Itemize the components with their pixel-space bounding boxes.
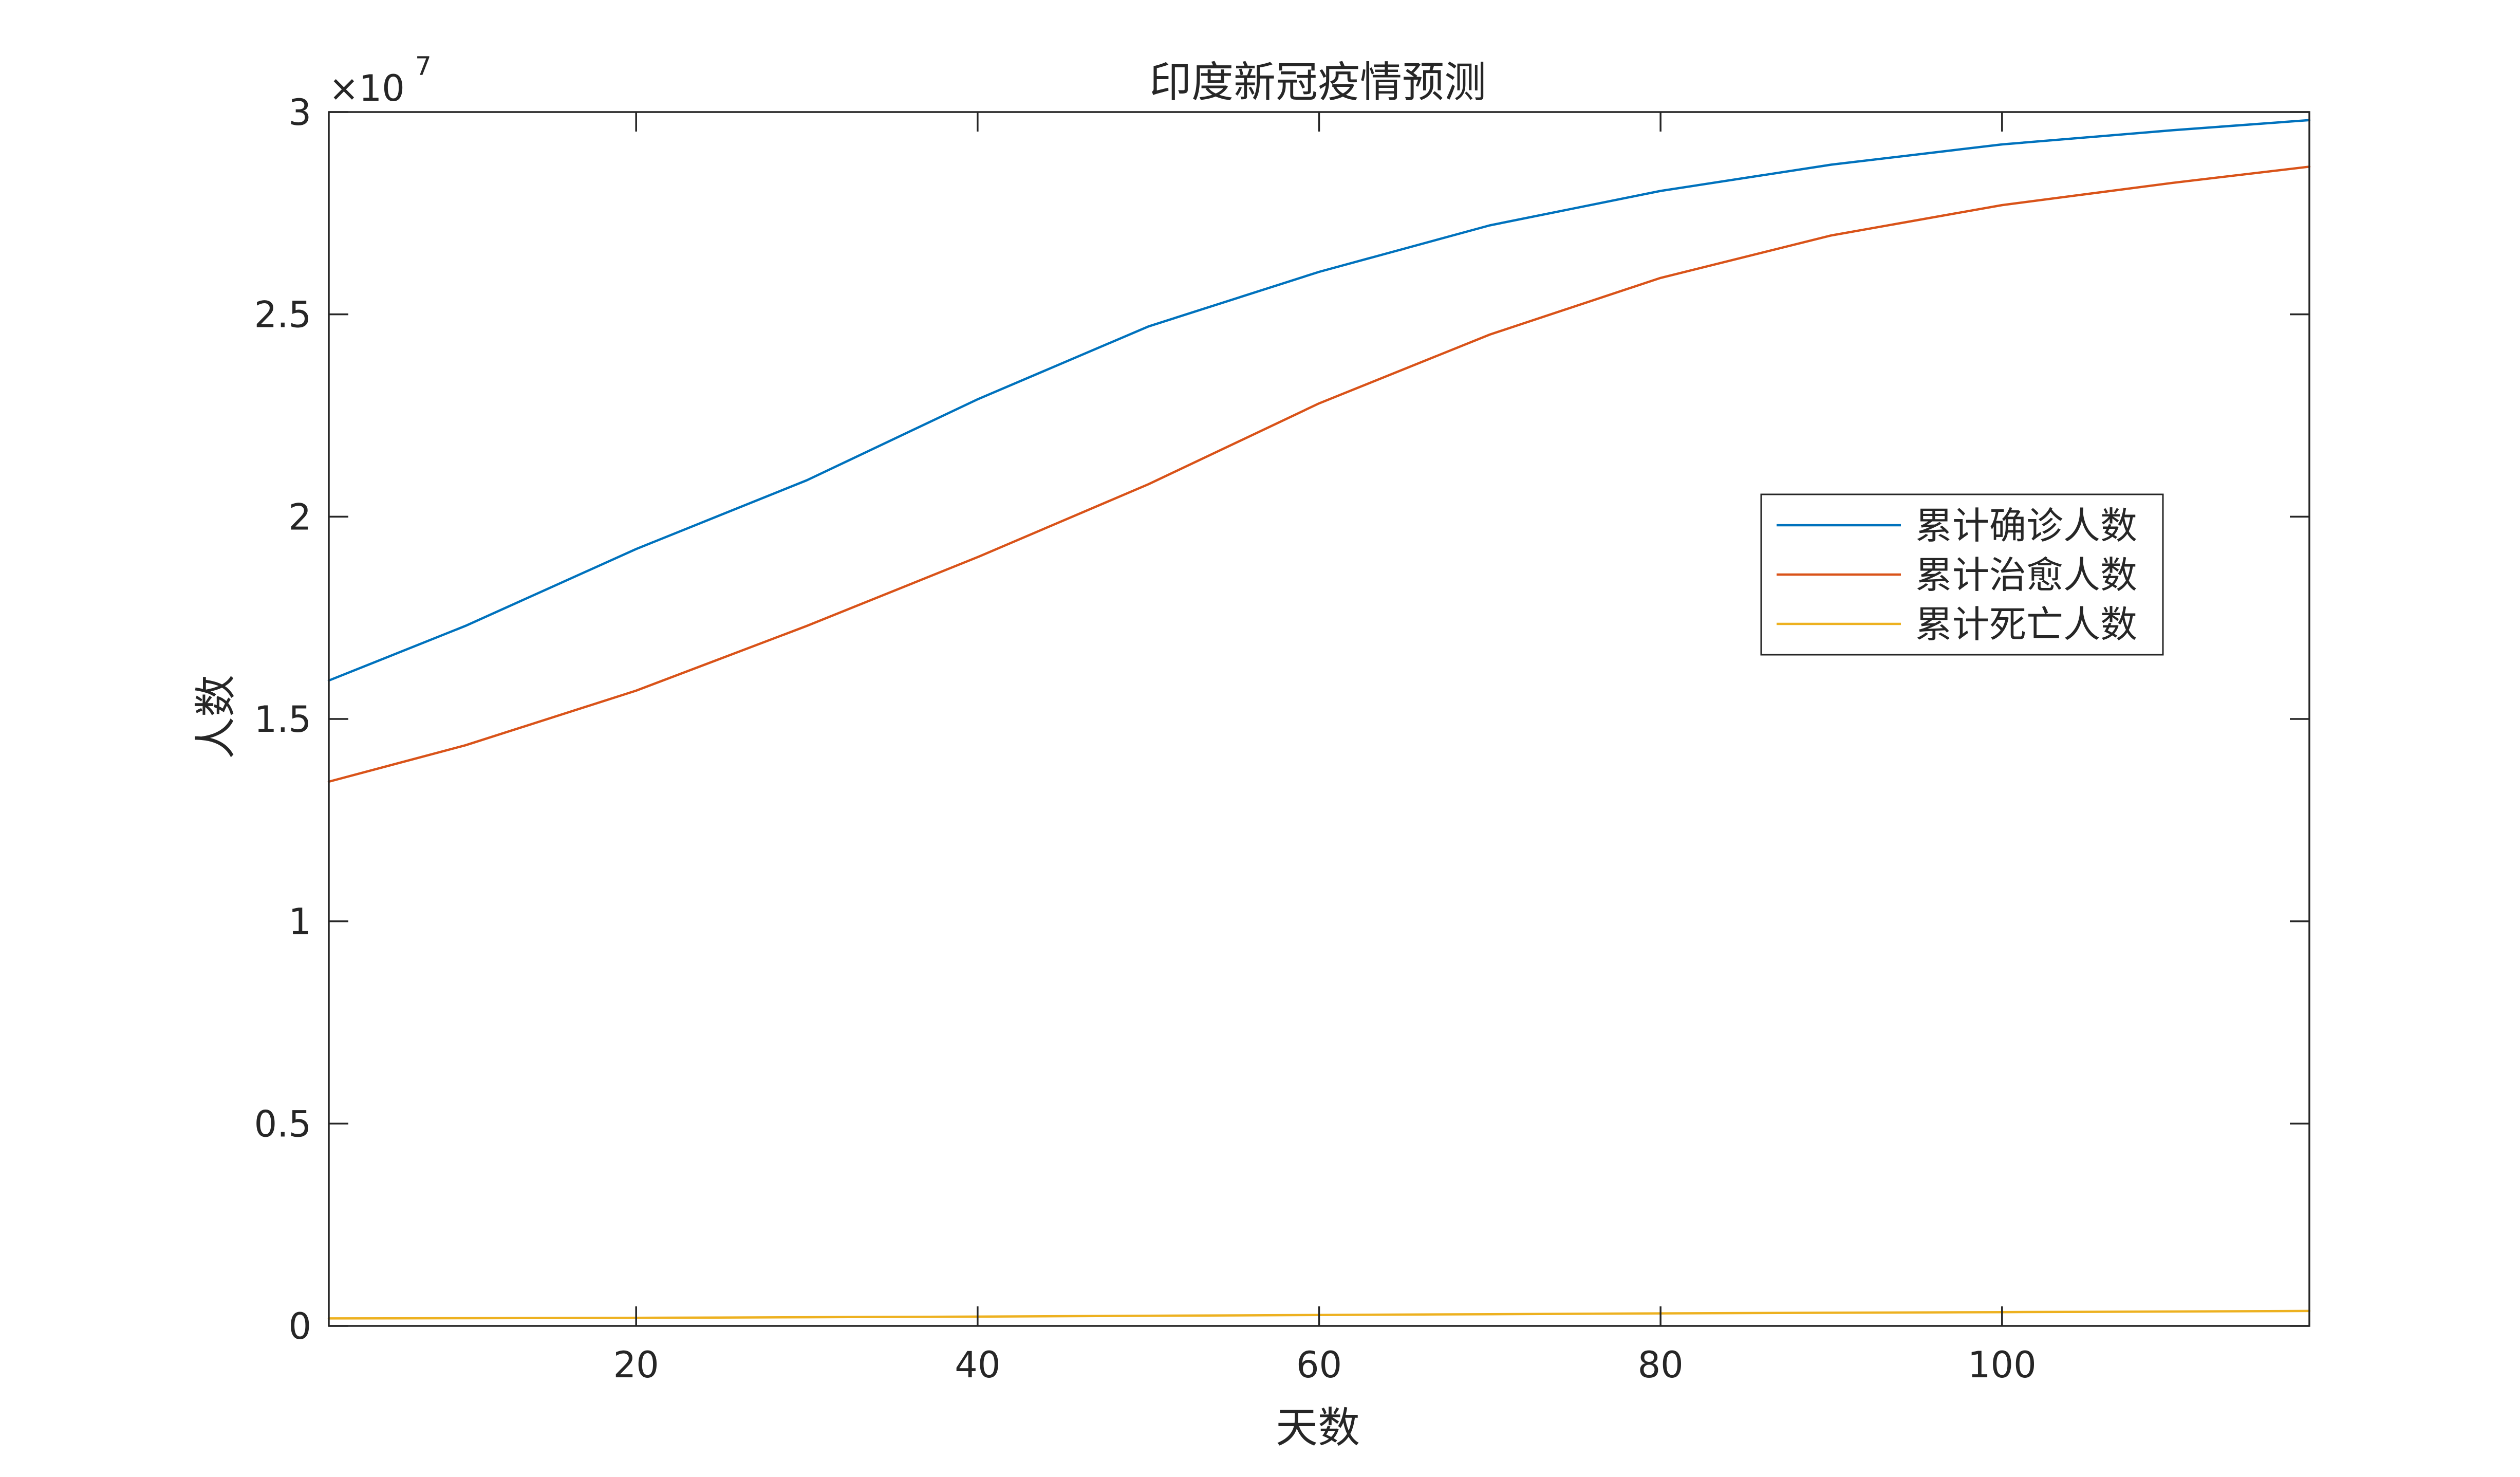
chart-title: 印度新冠疫情预测 [1149,58,1486,107]
y-tick-label: 1.5 [254,698,311,741]
y-tick-label: 0.5 [254,1103,311,1145]
y-exponent-power: 7 [415,51,432,81]
y-tick-label: 1 [288,901,311,943]
series-line-2 [327,165,2311,783]
x-tick-label: 80 [1638,1344,1684,1386]
x-tick-label: 100 [1968,1344,2037,1386]
series-line-1 [327,119,2311,682]
y-tick-label: 3 [288,91,311,134]
x-tick-label: 40 [955,1344,1000,1386]
x-tick-label: 60 [1296,1344,1342,1386]
legend-label-3: 累计死亡人数 [1915,603,2137,646]
legend-label-2: 累计治愈人数 [1915,553,2137,597]
y-tick-label: 0 [288,1305,311,1347]
y-tick-label: 2.5 [254,294,311,336]
y-axis-label: 人数 [192,675,240,759]
y-exponent-base: ×10 [329,67,405,109]
plot-background [329,112,2309,1326]
y-tick-label: 2 [288,496,311,538]
legend-label-1: 累计确诊人数 [1915,504,2137,547]
x-axis-label: 天数 [1276,1404,1360,1452]
axes-layer: 20 40 60 80 100 0 0.5 1 1.5 2 2.5 3 ×10 7 [254,51,2310,1386]
x-tick-label: 20 [613,1344,659,1386]
plot-area [329,112,2309,1326]
